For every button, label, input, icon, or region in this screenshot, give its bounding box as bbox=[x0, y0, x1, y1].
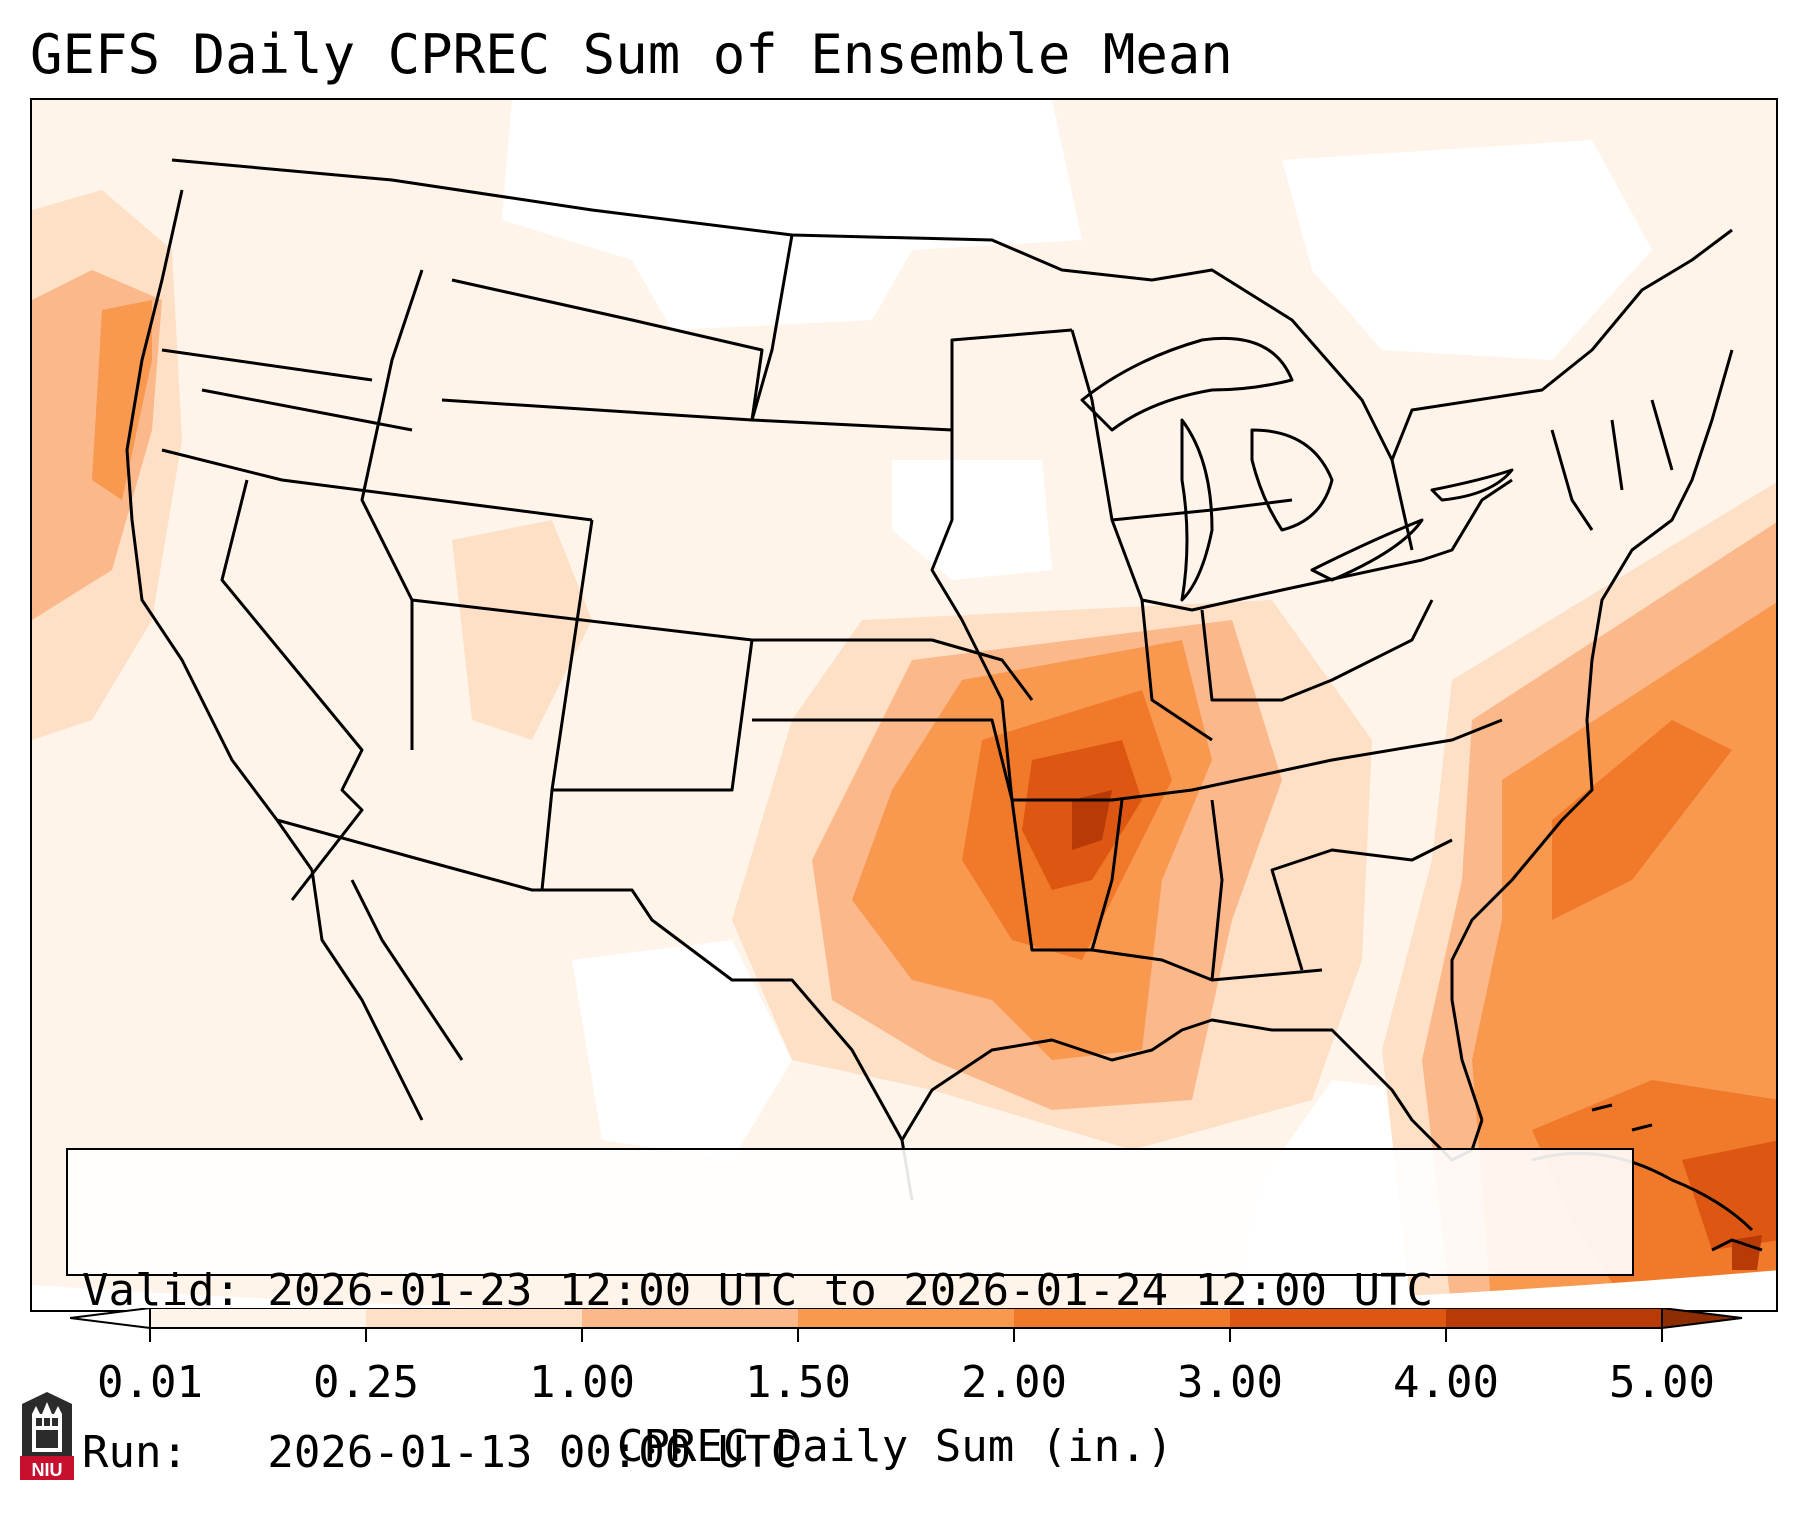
colorbar-tick-label: 2.00 bbox=[961, 1357, 1067, 1408]
state-border bbox=[441, 278, 764, 422]
colorbar-over-extension bbox=[1661, 1308, 1743, 1330]
colorbar-segment bbox=[1230, 1308, 1446, 1328]
baja-california bbox=[310, 869, 464, 1121]
precip-contour-025 bbox=[452, 520, 592, 740]
us-mexico-border bbox=[276, 818, 904, 1141]
state-border bbox=[540, 638, 1034, 891]
lake-erie bbox=[1310, 518, 1424, 582]
state-border bbox=[750, 234, 1503, 802]
gulf-coast bbox=[900, 1018, 1484, 1201]
east-coast bbox=[1450, 349, 1734, 1121]
caribbean-islands bbox=[1591, 1103, 1763, 1252]
niu-logo: NIU bbox=[20, 1392, 74, 1480]
colorbar-tick-label: 5.00 bbox=[1609, 1357, 1715, 1408]
colorbar-segment bbox=[1014, 1308, 1230, 1328]
precip-contour-150 bbox=[92, 300, 152, 500]
colorbar-tick-label: 0.01 bbox=[97, 1357, 203, 1408]
west-coast bbox=[125, 189, 314, 871]
colorbar-tick-label: 0.25 bbox=[313, 1357, 419, 1408]
state-border bbox=[360, 269, 754, 792]
precip-shading bbox=[32, 100, 1776, 1310]
colorbar-border bbox=[149, 1308, 1663, 1329]
valid-time-box: Valid: 2026-01-23 12:00 UTC to 2026-01-2… bbox=[66, 1148, 1634, 1478]
lake-ontario bbox=[1430, 468, 1514, 502]
state-border bbox=[220, 479, 364, 901]
colorbar-label: CPREC Daily Sum (in.) bbox=[616, 1421, 1174, 1472]
precip-contour-400 bbox=[1072, 790, 1112, 850]
dry-area bbox=[572, 940, 792, 1160]
state-border bbox=[950, 328, 1323, 982]
logo-text: NIU bbox=[32, 1460, 63, 1480]
us-canada-border bbox=[171, 158, 1733, 462]
state-border bbox=[1070, 329, 1513, 612]
lake-michigan bbox=[1180, 418, 1214, 602]
map-panel bbox=[30, 98, 1778, 1312]
precip-contour-300 bbox=[1682, 1140, 1776, 1250]
precip-contour-200 bbox=[1552, 720, 1732, 920]
state-border bbox=[1390, 399, 1674, 551]
lake-huron bbox=[1250, 428, 1334, 532]
colorbar-tick-label: 3.00 bbox=[1177, 1357, 1283, 1408]
colorbar-under-extension bbox=[70, 1308, 151, 1330]
dry-area bbox=[892, 460, 1052, 580]
colorbar-segment bbox=[1446, 1308, 1662, 1328]
dry-area bbox=[502, 100, 1082, 330]
projection-edge bbox=[32, 1270, 1776, 1310]
colorbar bbox=[70, 1308, 1743, 1342]
colorbar-tick-label: 4.00 bbox=[1393, 1357, 1499, 1408]
colorbar-segment bbox=[798, 1308, 1014, 1328]
dry-area bbox=[1282, 140, 1652, 360]
lake-superior bbox=[1080, 336, 1294, 432]
colorbar-segment bbox=[582, 1308, 798, 1328]
political-boundaries bbox=[125, 158, 1763, 1252]
colorbar-tick-label: 1.50 bbox=[745, 1357, 851, 1408]
colorbar-segment bbox=[366, 1308, 582, 1328]
colorbar-segment bbox=[150, 1308, 366, 1328]
precip-map bbox=[32, 100, 1776, 1310]
colorbar-tick-label: 1.00 bbox=[529, 1357, 635, 1408]
run-time-text: Run: 2026-01-13 00:00 UTC bbox=[82, 1427, 798, 1478]
state-border bbox=[1090, 799, 1453, 981]
page-title: GEFS Daily CPREC Sum of Ensemble Mean bbox=[30, 23, 1233, 86]
